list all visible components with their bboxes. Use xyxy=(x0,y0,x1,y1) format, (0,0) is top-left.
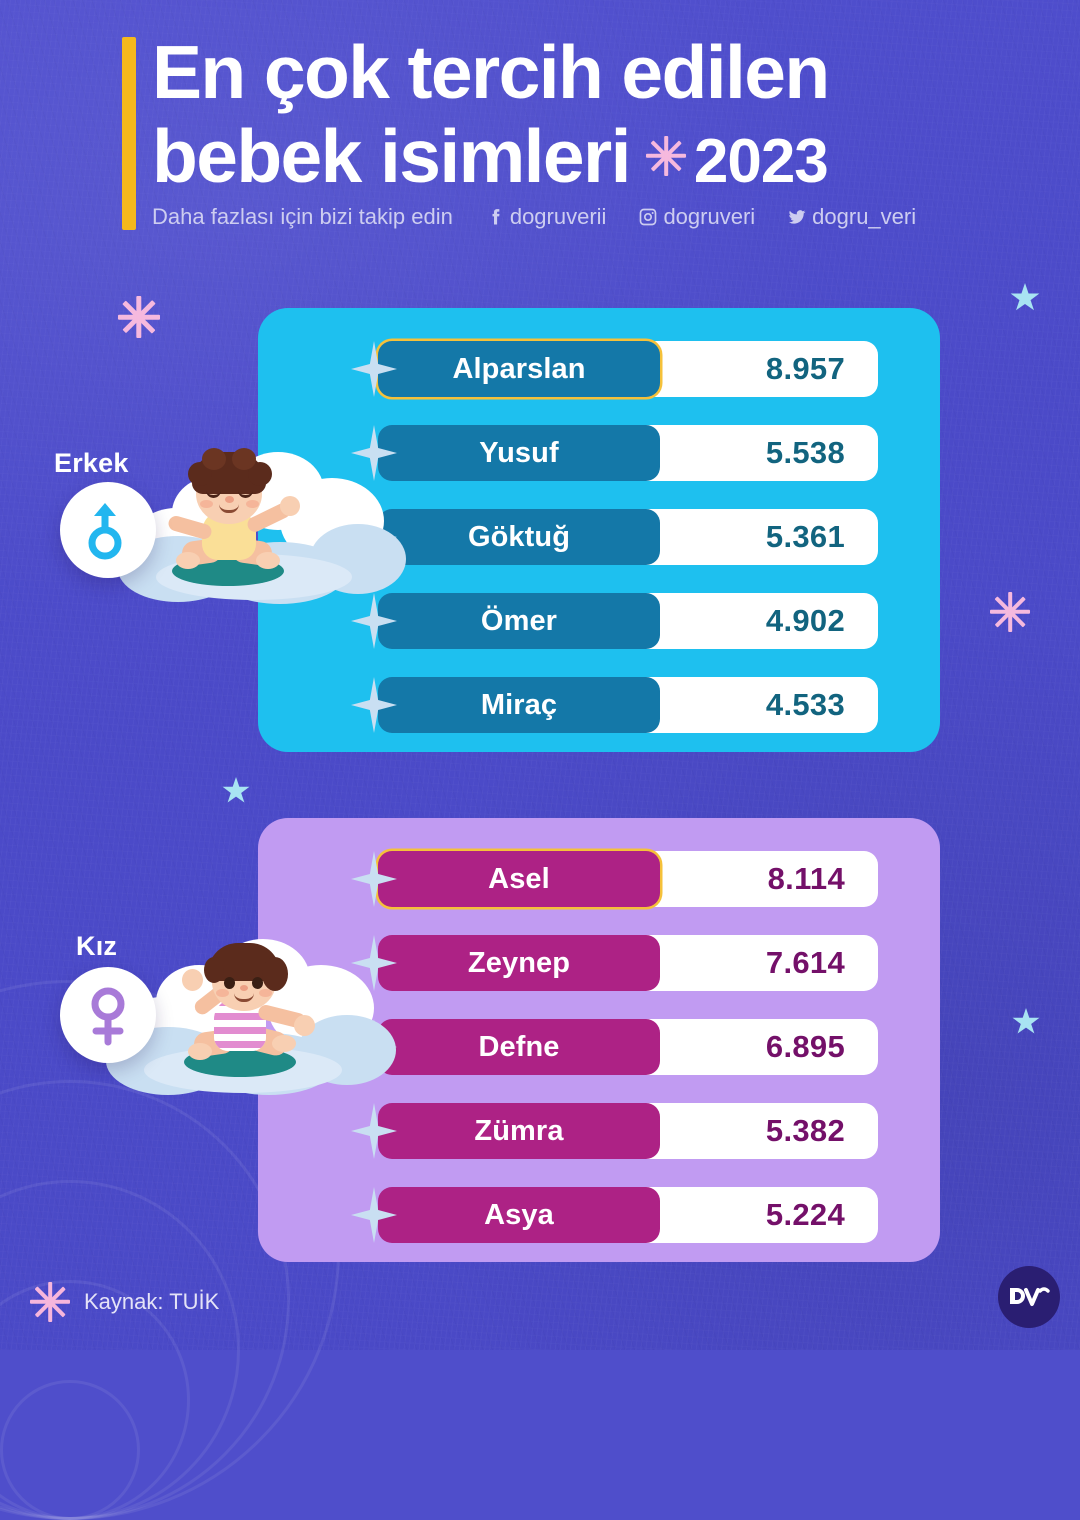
name-pill: Zeynep xyxy=(378,935,660,991)
female-rows: 8.114 Asel 7.614 Zeynep 6.895 Defne 5.38… xyxy=(378,851,878,1243)
title-line-1: En çok tercih edilen xyxy=(152,30,830,114)
instagram-icon xyxy=(638,207,658,227)
social-twitter[interactable]: dogru_veri xyxy=(787,204,916,230)
source-text: Kaynak: TUİK xyxy=(84,1289,220,1314)
name-pill: Zümra xyxy=(378,1103,660,1159)
female-names-card: 8.114 Asel 7.614 Zeynep 6.895 Defne 5.38… xyxy=(258,818,940,1262)
table-row[interactable]: 5.224 Asya xyxy=(378,1187,878,1243)
value-pill: 5.538 xyxy=(600,425,878,481)
follow-text: Daha fazlası için bizi takip edin xyxy=(152,204,453,229)
table-row[interactable]: 4.533 Miraç xyxy=(378,677,878,733)
baby-girl-illustration xyxy=(162,935,322,1090)
twitter-icon xyxy=(787,207,807,227)
title-line-2: bebek isimleri xyxy=(152,114,631,198)
page-title: En çok tercih edilen bebek isimleri 2023 xyxy=(152,30,1032,198)
social-instagram[interactable]: dogruveri xyxy=(638,204,755,230)
table-row[interactable]: 8.957 Alparslan xyxy=(378,341,878,397)
table-row[interactable]: 6.895 Defne xyxy=(378,1019,878,1075)
follow-us-bar: Daha fazlası için bizi takip edin dogruv… xyxy=(152,204,916,230)
twitter-handle: dogru_veri xyxy=(812,204,917,229)
sparkle-pink-icon xyxy=(118,296,160,338)
table-row[interactable]: 7.614 Zeynep xyxy=(378,935,878,991)
source-note: Kaynak: TUİK xyxy=(30,1282,219,1322)
name-pill: Defne xyxy=(378,1019,660,1075)
name-pill: Ömer xyxy=(378,593,660,649)
table-row[interactable]: 4.902 Ömer xyxy=(378,593,878,649)
asterisk-icon xyxy=(646,136,686,176)
mars-symbol-icon xyxy=(60,482,156,578)
table-row[interactable]: 5.361 Göktuğ xyxy=(378,509,878,565)
sparkle-pink-icon xyxy=(990,592,1030,632)
title-accent-bar xyxy=(122,37,136,230)
facebook-icon xyxy=(485,207,505,227)
table-row[interactable]: 5.382 Zümra xyxy=(378,1103,878,1159)
venus-symbol-icon xyxy=(60,967,156,1063)
name-pill: Göktuğ xyxy=(378,509,660,565)
name-pill: Yusuf xyxy=(378,425,660,481)
baby-boy-illustration xyxy=(152,448,312,598)
name-pill: Miraç xyxy=(378,677,660,733)
male-rows: 8.957 Alparslan 5.538 Yusuf 5.361 Göktuğ… xyxy=(378,341,878,733)
male-label: Erkek xyxy=(54,448,129,478)
header: En çok tercih edilen bebek isimleri 2023… xyxy=(0,0,1080,250)
table-row[interactable]: 5.538 Yusuf xyxy=(378,425,878,481)
name-pill: Alparslan xyxy=(378,341,660,397)
name-pill: Asel xyxy=(378,851,660,907)
asterisk-icon xyxy=(30,1282,70,1322)
title-year: 2023 xyxy=(693,127,829,196)
male-names-card: 8.957 Alparslan 5.538 Yusuf 5.361 Göktuğ… xyxy=(258,308,940,752)
facebook-handle: dogruverii xyxy=(509,204,607,229)
table-row[interactable]: 8.114 Asel xyxy=(378,851,878,907)
female-mascot-group: Kız xyxy=(44,925,396,1110)
name-pill: Asya xyxy=(378,1187,660,1243)
dogruveri-logo-icon[interactable] xyxy=(998,1266,1060,1328)
male-mascot-group: Erkek xyxy=(44,440,406,620)
social-facebook[interactable]: dogruverii xyxy=(485,204,607,230)
female-label: Kız xyxy=(76,931,118,961)
instagram-handle: dogruveri xyxy=(663,204,756,229)
